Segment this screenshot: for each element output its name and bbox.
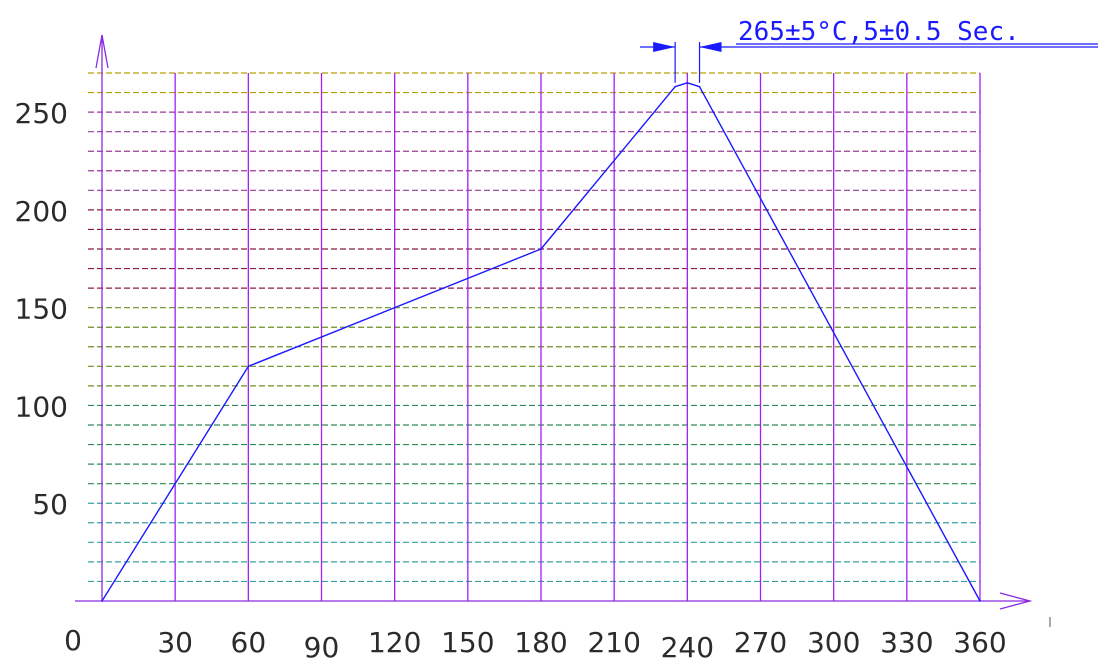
x-tick-label: 30 — [157, 626, 193, 659]
dimension-arrow-left — [653, 42, 676, 52]
y-tick-label: 100 — [15, 390, 68, 423]
peak-annotation: 265±5°C,5±0.5 Sec. — [640, 17, 1098, 83]
x-tick-label: 150 — [441, 626, 494, 659]
y-tick-label: 250 — [15, 97, 68, 130]
vertical-gridlines — [174, 73, 981, 601]
x-tick-labels: 0 30 60 90 120 150 180 210 240 270 300 330 360 — [64, 624, 1007, 664]
data-point — [101, 600, 103, 602]
dimension-arrow-right — [699, 42, 722, 52]
data-point — [540, 248, 542, 250]
y-tick-labels: 50 100 150 200 250 — [15, 97, 68, 521]
x-tick-label: 180 — [514, 626, 567, 659]
x-tick-label: 90 — [304, 631, 340, 664]
y-tick-label: 150 — [15, 293, 68, 326]
x-axis-arrow — [999, 592, 1033, 610]
x-tick-label: 300 — [807, 626, 860, 659]
data-point — [686, 81, 689, 84]
data-point — [674, 85, 676, 88]
data-point — [247, 365, 250, 368]
temperature-profile-series — [101, 81, 981, 602]
y-axis-arrow — [95, 34, 109, 69]
data-point — [979, 600, 981, 602]
peak-annotation-text: 265±5°C,5±0.5 Sec. — [738, 17, 1020, 47]
y-tick-label: 50 — [32, 488, 68, 521]
x-tick-label: 360 — [953, 626, 1006, 659]
x-tick-label: 60 — [231, 626, 267, 659]
horizontal-gridlines — [88, 72, 980, 583]
x-tick-label: 120 — [368, 626, 421, 659]
x-tick-label: 330 — [880, 626, 933, 659]
x-tick-label: 0 — [64, 624, 82, 657]
data-point — [698, 85, 701, 88]
x-tick-label: 270 — [734, 626, 787, 659]
axes — [75, 34, 1051, 627]
x-tick-label: 210 — [587, 626, 640, 659]
x-tick-label: 240 — [661, 631, 714, 664]
y-tick-label: 200 — [15, 195, 68, 228]
